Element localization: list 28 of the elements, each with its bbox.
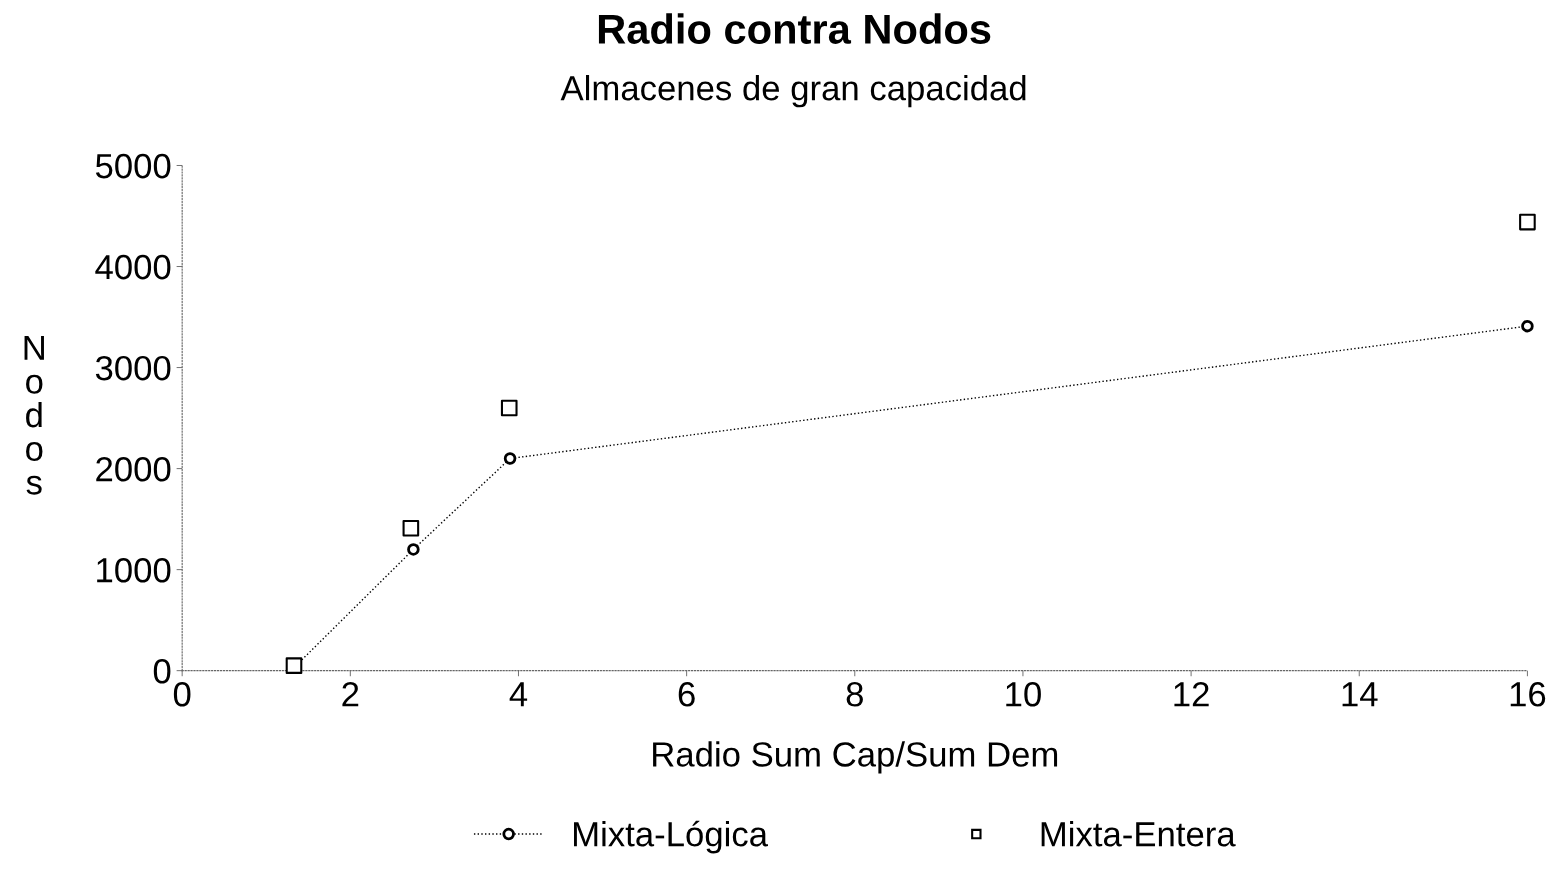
x-tick-label: 0 (173, 682, 191, 707)
legend-label: Mixta-Lógica (574, 820, 769, 854)
chart-subtitle: Almacenes de gran capacidad (560, 75, 1026, 108)
point (407, 543, 420, 556)
x-tick-label: 16 (1510, 682, 1546, 707)
x-tick-label: 12 (1174, 682, 1209, 707)
point (402, 519, 420, 537)
x-axis-title: Radio Sum Cap/Sum Dem (653, 741, 1058, 774)
y-tick-label: 0 (153, 659, 171, 684)
point (1521, 319, 1534, 333)
point (285, 657, 303, 674)
y-tick-label: 5000 (95, 153, 171, 179)
x-tick-label: 8 (846, 682, 863, 707)
y-tick-label: 3000 (95, 355, 171, 381)
point (503, 452, 517, 465)
x-tick-label: 10 (1006, 682, 1041, 707)
y-tick-label: 2000 (96, 456, 171, 482)
point (1519, 213, 1536, 231)
x-tick-label: 14 (1342, 682, 1378, 707)
x-tick-label: 4 (509, 682, 528, 707)
x-tick-label: 2 (342, 682, 359, 707)
y-axis-title: Nodos (24, 335, 44, 495)
x-tick-label: 6 (678, 682, 695, 707)
y-tick-label: 4000 (95, 254, 171, 280)
point (500, 399, 518, 417)
legend-label: Mixta-Entera (1041, 821, 1236, 847)
y-tick-label: 1000 (97, 557, 171, 583)
chart-title: Radio contra Nodos (598, 13, 991, 44)
